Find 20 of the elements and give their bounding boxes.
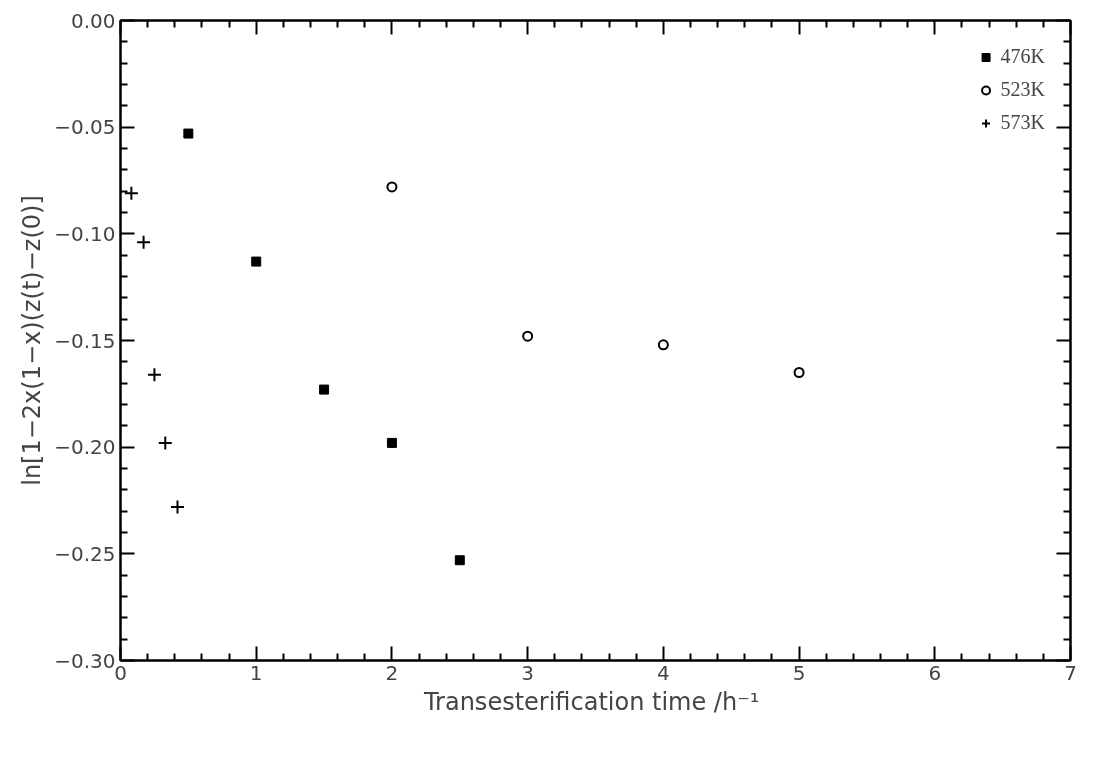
y-axis-title: ln[1−2x(1−x)(z(t)−z(0)]: [18, 195, 47, 486]
y-tick-label: −0.15: [54, 328, 116, 353]
x-tick-label: 6: [928, 660, 942, 685]
legend-label: 573K: [1000, 111, 1045, 134]
legend-label: 523K: [1000, 78, 1045, 101]
x-tick-label: 2: [385, 660, 399, 685]
x-tick-label: 4: [656, 660, 670, 685]
y-tick-label: −0.20: [54, 435, 116, 460]
x-tick-label: 0: [114, 660, 127, 685]
x-axis-title: Transesterification time /h⁻¹: [422, 687, 760, 716]
y-tick-label: −0.30: [54, 648, 116, 673]
y-tick-label: −0.25: [54, 541, 116, 566]
x-tick-label: 3: [521, 660, 535, 685]
y-tick-label: −0.10: [54, 221, 116, 246]
x-tick-label: 1: [249, 660, 263, 685]
y-tick-label: 0.00: [70, 8, 116, 33]
legend-label: 476K: [1000, 45, 1045, 68]
x-tick-label: 5: [792, 660, 806, 685]
y-tick-label: −0.05: [54, 115, 116, 140]
x-tick-label: 7: [1064, 660, 1077, 685]
